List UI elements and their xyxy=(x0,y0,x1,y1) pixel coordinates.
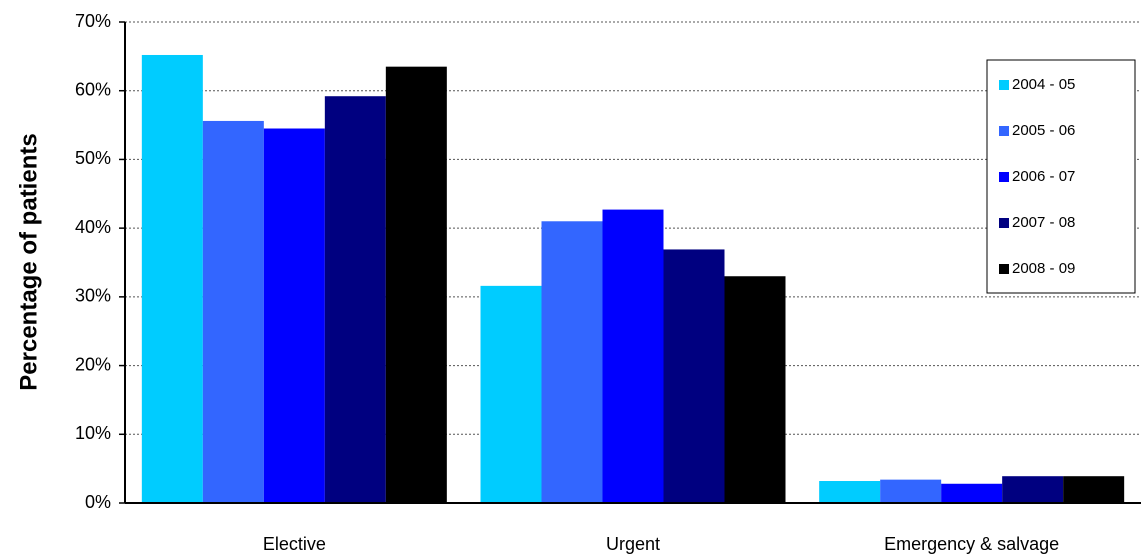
bar xyxy=(724,276,786,503)
bar xyxy=(602,209,664,503)
bar xyxy=(819,481,881,503)
bar xyxy=(541,221,603,503)
y-tick-label: 40% xyxy=(75,217,111,237)
x-tick-label: Elective xyxy=(263,534,326,554)
legend-label: 2008 - 09 xyxy=(1012,260,1075,277)
bar xyxy=(1063,476,1125,503)
bar xyxy=(880,479,942,503)
x-tick-label: Urgent xyxy=(606,534,660,554)
legend-swatch xyxy=(999,172,1009,182)
legend-swatch xyxy=(999,218,1009,228)
legend-swatch xyxy=(999,80,1009,90)
legend-swatch xyxy=(999,126,1009,136)
y-tick-label: 70% xyxy=(75,11,111,31)
y-tick-label: 30% xyxy=(75,286,111,306)
legend-box xyxy=(986,59,1136,294)
y-axis-label: Percentage of patients xyxy=(15,133,42,390)
y-tick-label: 50% xyxy=(75,148,111,168)
bar xyxy=(202,120,264,503)
y-tick-label: 10% xyxy=(75,423,111,443)
legend-label: 2005 - 06 xyxy=(1012,122,1075,139)
bar xyxy=(1002,476,1064,503)
legend-swatch xyxy=(999,264,1009,274)
legend-label: 2007 - 08 xyxy=(1012,214,1075,231)
y-tick-label: 20% xyxy=(75,354,111,374)
bar xyxy=(941,483,1003,503)
bar xyxy=(385,66,447,504)
bar xyxy=(480,285,542,503)
bar xyxy=(324,96,386,503)
y-tick-label: 60% xyxy=(75,79,111,99)
y-tick-label: 0% xyxy=(85,492,111,512)
bar xyxy=(141,54,203,504)
legend-label: 2004 - 05 xyxy=(1012,76,1075,93)
x-tick-label: Emergency & salvage xyxy=(884,534,1059,554)
bar xyxy=(663,249,725,503)
legend-label: 2006 - 07 xyxy=(1012,168,1075,185)
bar xyxy=(263,128,325,503)
